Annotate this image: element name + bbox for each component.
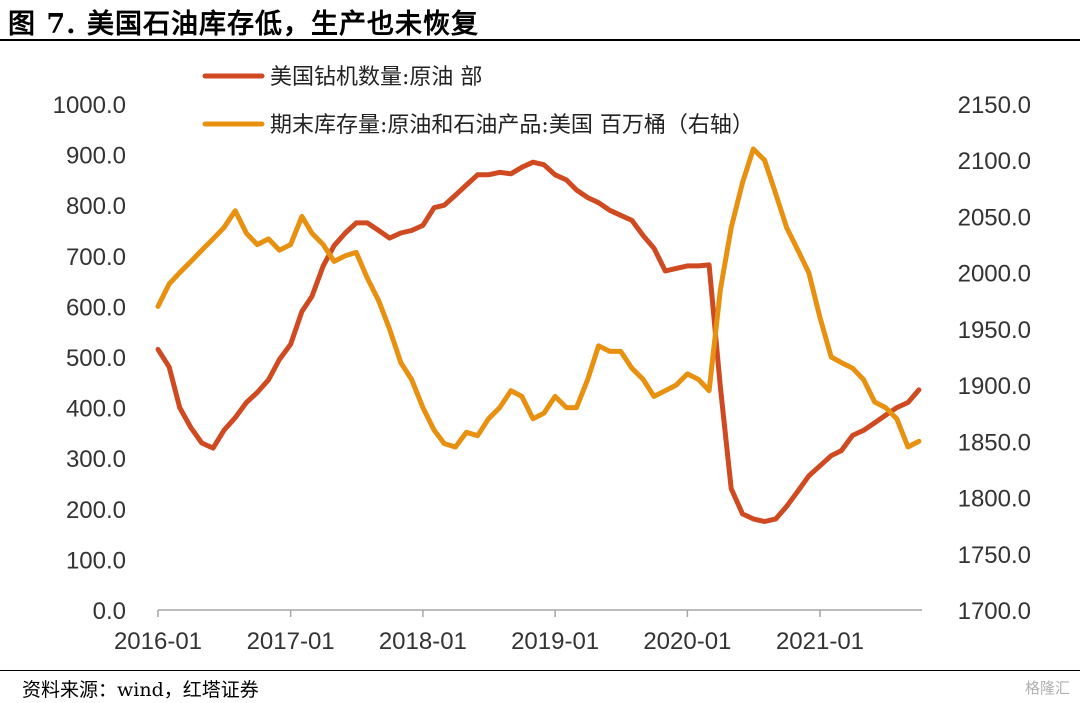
y-left-tick-label: 600.0 xyxy=(66,294,126,321)
y-left-tick-label: 700.0 xyxy=(66,244,126,271)
x-tick-label: 2021-01 xyxy=(776,628,864,655)
y-left-tick-label: 900.0 xyxy=(66,143,126,170)
y-right-tick-label: 1750.0 xyxy=(958,542,1031,569)
y-left-tick-label: 100.0 xyxy=(66,547,126,574)
y-left-tick-label: 500.0 xyxy=(66,345,126,372)
x-tick-label: 2018-01 xyxy=(379,628,467,655)
x-tick-label: 2017-01 xyxy=(247,628,335,655)
line-chart: 2016-01 2017-01 2018-01 2019-01 2020-01 2021-… xyxy=(53,65,1031,655)
y-left-tick-label: 300.0 xyxy=(66,446,126,473)
y-right-tick-label: 2050.0 xyxy=(958,204,1031,231)
y-left-tick-label: 1000.0 xyxy=(53,92,126,119)
y-right-tick-label: 1900.0 xyxy=(958,373,1031,400)
y-left-tick-label: 800.0 xyxy=(66,193,126,220)
y-right-tick-label: 2150.0 xyxy=(958,92,1031,119)
page-title: 图 7. 美国石油库存低，生产也未恢复 xyxy=(8,9,479,40)
y-right-tick-label: 2000.0 xyxy=(958,261,1031,288)
x-tick-label: 2019-01 xyxy=(511,628,599,655)
y-left-tick-label: 400.0 xyxy=(66,396,126,423)
x-tick-label: 2020-01 xyxy=(643,628,731,655)
y-right-tick-label: 2100.0 xyxy=(958,148,1031,175)
legend-label: 美国钻机数量:原油 部 xyxy=(270,65,482,90)
y-right-tick-label: 1950.0 xyxy=(958,317,1031,344)
y-left-tick-label: 0.0 xyxy=(93,598,126,625)
y-right-tick-label: 1850.0 xyxy=(958,429,1031,456)
footer-divider xyxy=(0,670,1080,671)
watermark: 格隆汇 xyxy=(1024,679,1070,697)
y-right-tick-label: 1700.0 xyxy=(958,598,1031,625)
y-right-tick-label: 1800.0 xyxy=(958,486,1031,513)
legend-label: 期末库存量:原油和石油产品:美国 百万桶（右轴） xyxy=(270,113,754,138)
inventory-series-line xyxy=(155,146,922,450)
x-tick-label: 2016-01 xyxy=(114,628,202,655)
y-left-tick-label: 200.0 xyxy=(66,497,126,524)
source-note: 资料来源：wind，红塔证券 xyxy=(22,679,259,701)
title-divider xyxy=(0,39,1080,41)
rig-count-series-line xyxy=(155,159,922,524)
